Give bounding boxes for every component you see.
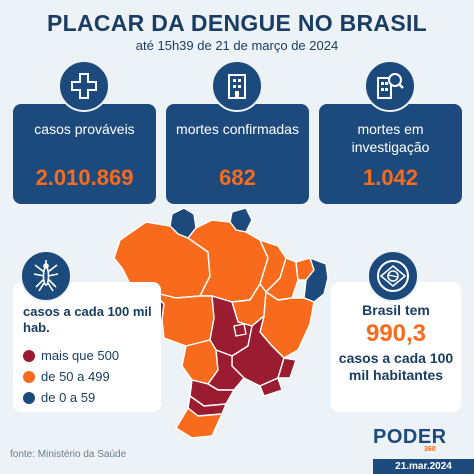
legend-item-high: mais que 500 <box>23 348 119 363</box>
card-value: 2.010.869 <box>35 165 134 190</box>
card-label: mortes confirmadas <box>176 121 299 137</box>
legend-dot <box>23 370 35 383</box>
card-label: mortes em investigação <box>351 121 430 155</box>
card-probable-cases: casos prováveis 2.010.869 <box>13 104 156 204</box>
card-confirmed-deaths: mortes confirmadas 682 <box>166 104 309 204</box>
building-search-icon <box>364 60 416 112</box>
legend-item-medium: de 50 a 499 <box>23 369 110 384</box>
legend-label: de 0 a 59 <box>41 390 96 405</box>
page-subtitle: até 15h39 de 21 de março de 2024 <box>135 38 339 53</box>
card-value: 682 <box>219 165 256 190</box>
page-title: PLACAR DA DENGUE NO BRASIL <box>46 10 428 36</box>
card-label: casos prováveis <box>34 121 135 137</box>
source-note: fonte: Ministério da Saúde <box>10 449 127 460</box>
legend-item-low: de 0 a 59 <box>23 390 95 405</box>
legend-label: mais que 500 <box>41 348 120 363</box>
legend-dot <box>23 391 35 404</box>
brand-logo: PODER <box>373 426 447 448</box>
summary-line1: Brasil tem <box>362 302 430 318</box>
summary-panel: Brasil tem 990,3 casos a cada 100 mil ha… <box>331 282 461 412</box>
medical-cross-icon <box>58 60 110 112</box>
legend-label: de 50 a 499 <box>41 369 110 384</box>
legend-dot <box>23 349 35 362</box>
summary-line2: casos a cada 100 mil habitantes <box>338 350 454 383</box>
legend-title: casos a cada 100 mil hab. <box>23 304 152 335</box>
building-icon <box>211 60 263 112</box>
state-rio-de-janeiro <box>259 377 283 397</box>
state-df <box>233 323 247 337</box>
brazil-flag-icon <box>367 250 419 302</box>
state-espirito-santo <box>277 357 297 379</box>
state-rio-grande-sul <box>175 407 223 438</box>
mosquito-icon <box>20 250 72 302</box>
card-deaths-investigation: mortes em investigação 1.042 <box>319 104 462 204</box>
brand-number: 360 <box>424 446 436 453</box>
summary-value: 990,3 <box>365 320 427 347</box>
card-value: 1.042 <box>362 165 419 190</box>
date-badge: 21.mar.2024 <box>373 459 474 474</box>
legend-panel: casos a cada 100 mil hab. mais que 500 d… <box>13 282 161 412</box>
